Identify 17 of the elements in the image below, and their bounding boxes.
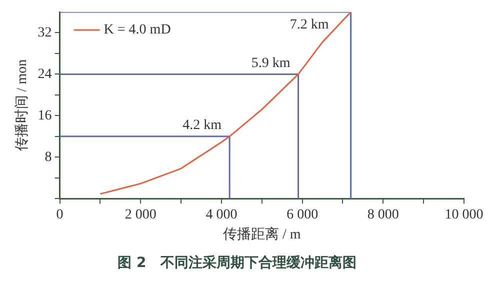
legend-label: K = 4.0 mD [104, 22, 171, 38]
y-tick-label: 32 [38, 25, 52, 40]
y-tick-label: 16 [38, 108, 52, 124]
x-tick-label: 6 000 [286, 208, 318, 223]
annotation: 4.2 km [182, 118, 222, 134]
text: 图 2 不同注采周期下合理缓冲距离图 [118, 254, 356, 272]
annotation: 5.9 km [251, 56, 290, 71]
x-tick-label: 10 000 [444, 208, 484, 223]
x-tick-label: 2 000 [124, 208, 156, 223]
y-tick-label: 24 [38, 66, 52, 82]
x-tick-label: 0 [56, 208, 64, 223]
annotation: 7.2 km [290, 18, 329, 33]
x-tick-label: 4 000 [206, 208, 238, 223]
x-tick-label: 8 000 [367, 208, 399, 223]
y-tick-label: 8 [44, 150, 52, 165]
x-axis-title: 传播距离 / m [223, 226, 301, 242]
y-axis-title: 传播时间 / mon [14, 59, 30, 152]
